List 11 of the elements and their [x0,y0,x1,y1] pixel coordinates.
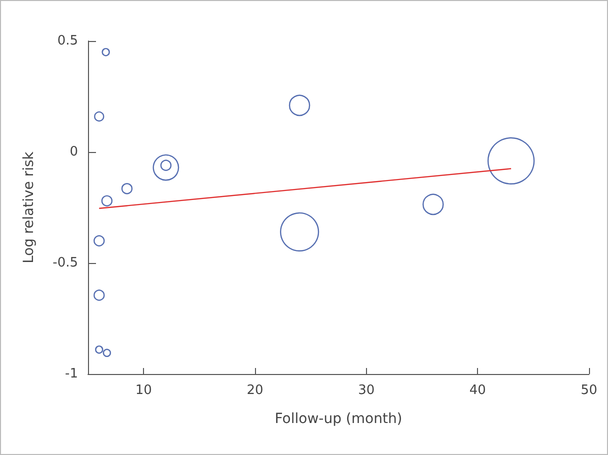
x-tick-label: 20 [246,383,264,398]
y-tick-label: 0 [70,144,78,160]
x-tick-label: 40 [469,383,486,398]
x-axis-title: Follow-up (month) [274,411,402,427]
x-tick-label: 30 [358,383,375,398]
x-tick-label: 50 [580,383,598,398]
y-tick-label: 0.5 [57,34,78,48]
y-axis-title: Log relative risk [21,150,37,264]
y-tick-label: -1 [65,366,78,382]
x-tick-label: 10 [135,383,152,398]
y-tick-label: -0.5 [52,256,78,270]
